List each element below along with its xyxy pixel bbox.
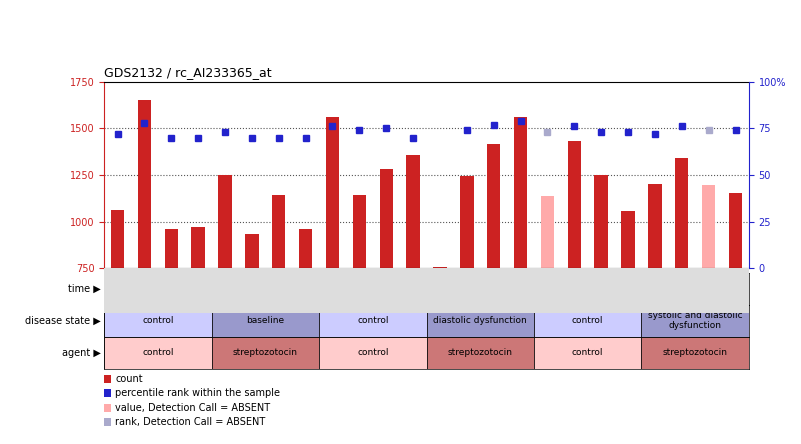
Text: streptozotocin: streptozotocin <box>662 348 727 357</box>
Bar <box>319 305 427 337</box>
Text: baseline: baseline <box>246 316 284 325</box>
Bar <box>104 305 211 337</box>
Text: control: control <box>357 348 388 357</box>
Text: rank, Detection Call = ABSENT: rank, Detection Call = ABSENT <box>115 417 266 428</box>
Bar <box>702 185 715 268</box>
Bar <box>648 184 662 268</box>
Text: value, Detection Call = ABSENT: value, Detection Call = ABSENT <box>115 403 271 413</box>
Text: time ▶: time ▶ <box>68 284 101 293</box>
Bar <box>164 229 178 268</box>
Bar <box>104 337 211 369</box>
Bar <box>245 234 259 268</box>
Bar <box>319 273 534 305</box>
Bar <box>433 267 447 268</box>
Bar <box>622 211 634 268</box>
Text: streptozotocin: streptozotocin <box>448 348 513 357</box>
Text: control: control <box>572 316 603 325</box>
Bar <box>568 141 581 268</box>
Text: GDS2132 / rc_AI233365_at: GDS2132 / rc_AI233365_at <box>104 66 272 79</box>
Bar <box>427 305 534 337</box>
Bar <box>675 158 689 268</box>
Text: disease state ▶: disease state ▶ <box>25 316 101 325</box>
Bar <box>534 337 642 369</box>
Bar <box>514 117 527 268</box>
Text: systolic and diastolic
dysfunction: systolic and diastolic dysfunction <box>648 311 743 330</box>
Bar <box>111 210 124 268</box>
Bar <box>534 273 749 305</box>
Bar <box>642 337 749 369</box>
Bar <box>319 337 427 369</box>
Bar <box>406 155 420 268</box>
Bar <box>138 100 151 268</box>
Bar <box>211 337 319 369</box>
Text: percentile rank within the sample: percentile rank within the sample <box>115 388 280 398</box>
Bar <box>534 305 642 337</box>
Text: streptozotocin: streptozotocin <box>233 348 298 357</box>
Bar <box>219 175 231 268</box>
Bar <box>487 144 501 268</box>
Bar <box>541 196 554 268</box>
Bar <box>702 185 715 268</box>
Bar <box>594 175 608 268</box>
Text: control: control <box>572 348 603 357</box>
Bar <box>104 273 319 305</box>
Bar <box>642 305 749 337</box>
Bar <box>380 169 393 268</box>
Text: control: control <box>142 348 174 357</box>
Bar <box>326 117 339 268</box>
Bar <box>729 193 743 268</box>
Bar <box>427 337 534 369</box>
Bar <box>272 195 285 268</box>
Bar <box>191 227 205 268</box>
Bar <box>460 176 473 268</box>
Text: count: count <box>115 373 143 384</box>
Text: diastolic dysfunction: diastolic dysfunction <box>433 316 527 325</box>
Bar <box>211 305 319 337</box>
Text: 28 d: 28 d <box>417 284 437 293</box>
Bar <box>352 194 366 268</box>
Text: 3 d: 3 d <box>204 284 219 293</box>
Text: control: control <box>142 316 174 325</box>
Text: control: control <box>357 316 388 325</box>
Text: 48 d: 48 d <box>631 284 651 293</box>
Bar <box>299 229 312 268</box>
Text: agent ▶: agent ▶ <box>62 348 101 357</box>
